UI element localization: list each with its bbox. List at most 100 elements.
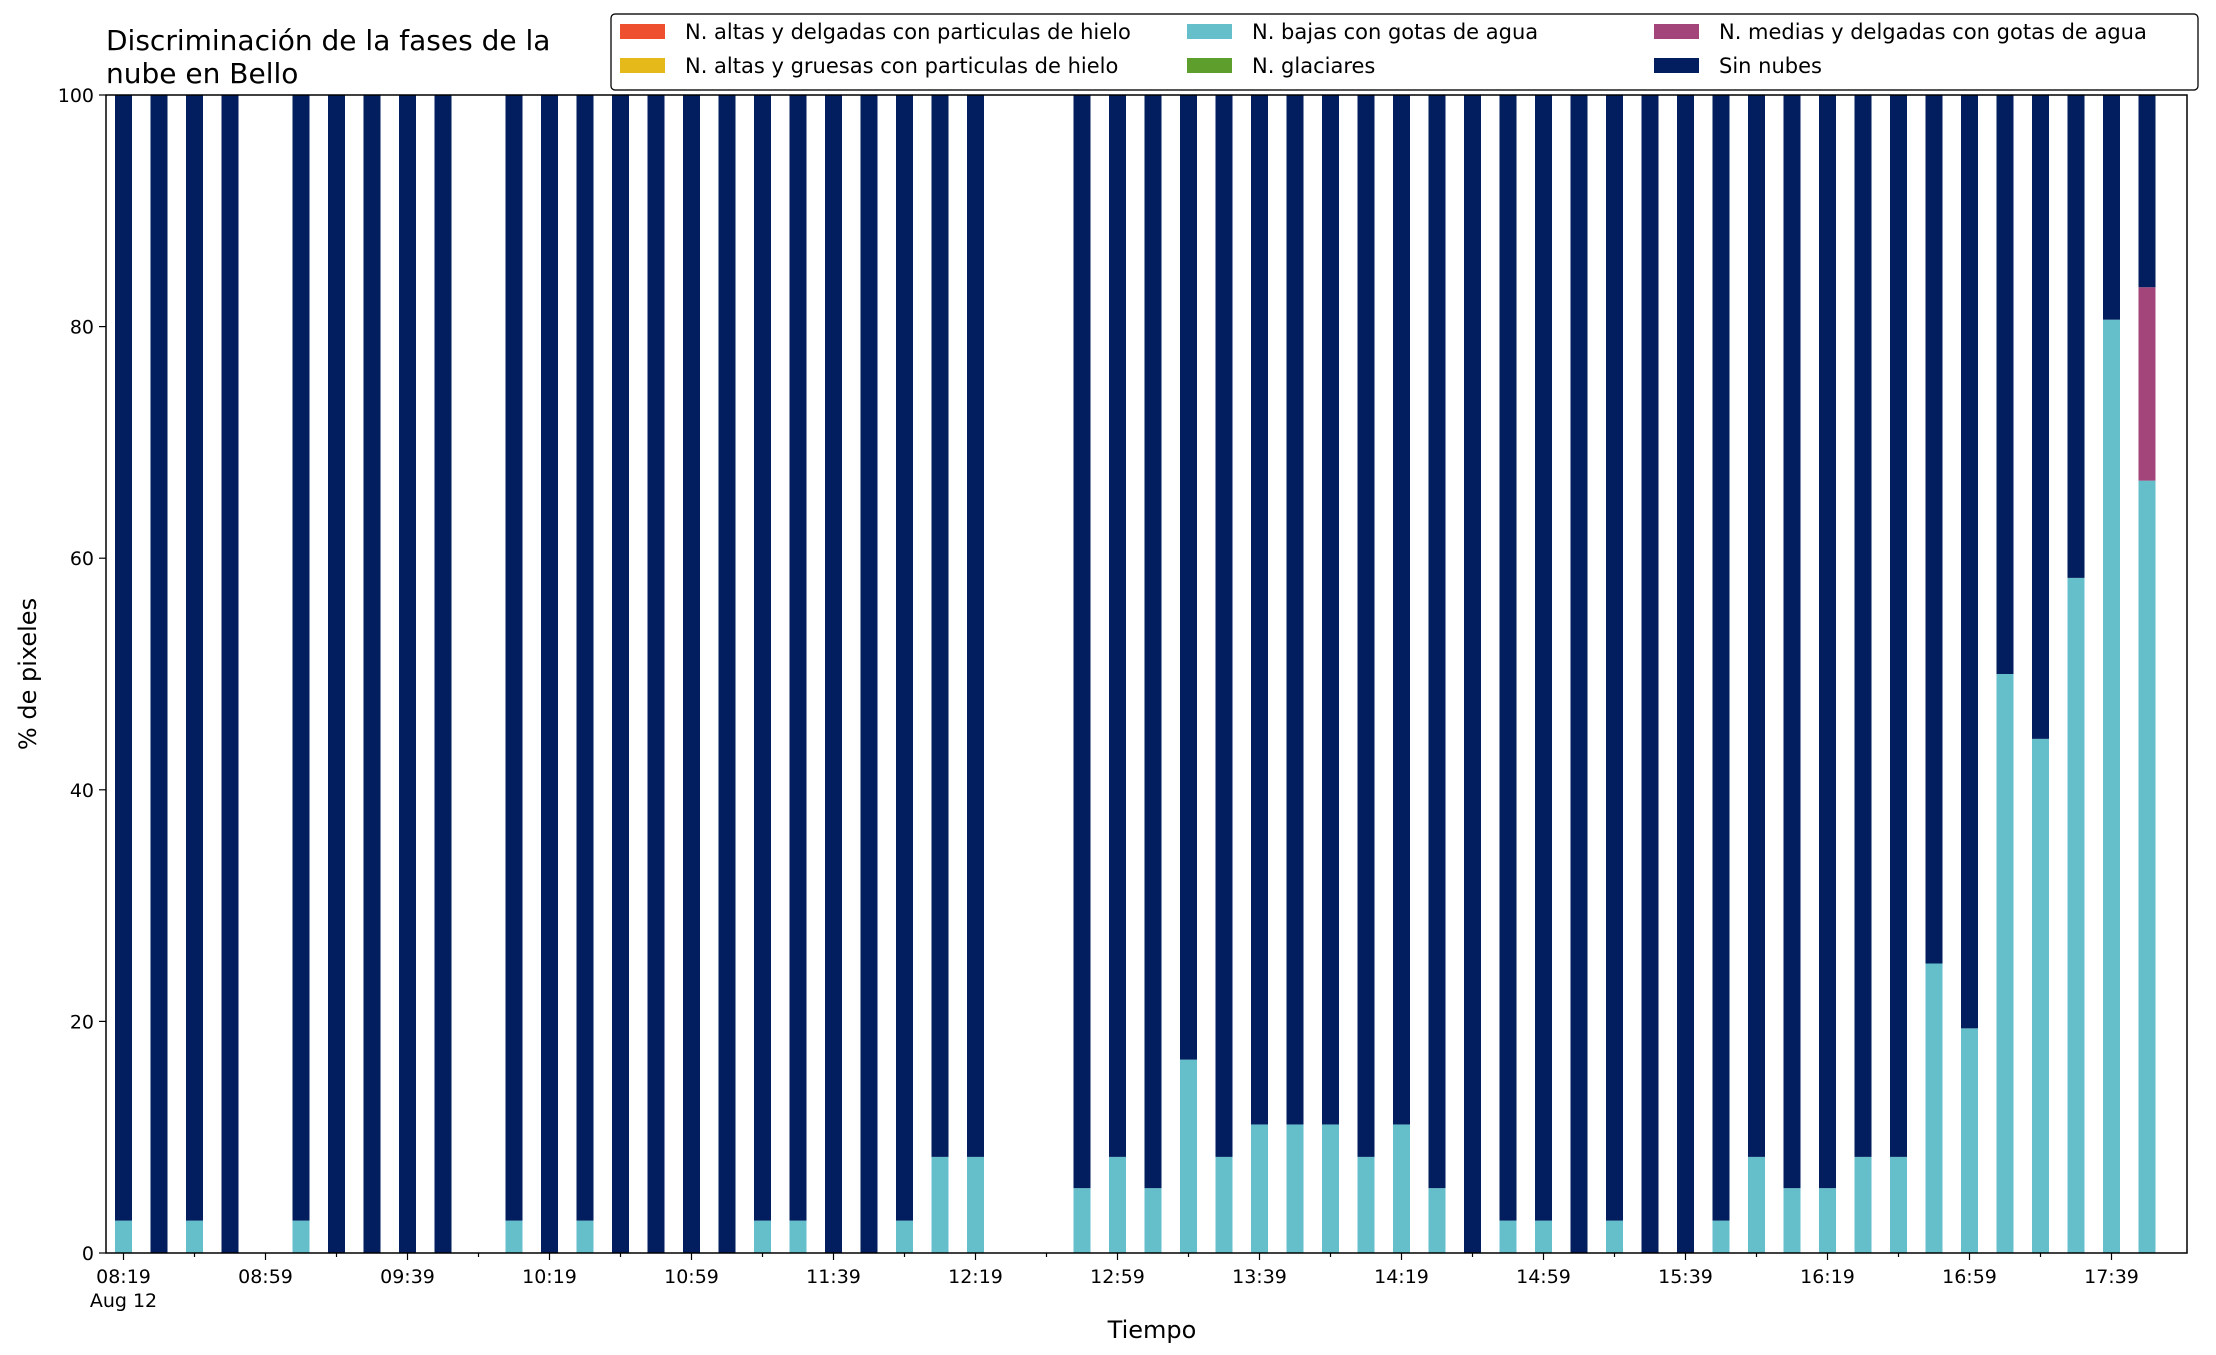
bar-segment — [576, 1220, 594, 1253]
bar-segment — [1819, 95, 1836, 1189]
bar-segment — [2103, 95, 2120, 320]
legend-swatch — [1654, 24, 1699, 39]
bar-segment — [1961, 95, 1978, 1029]
x-tick-label: 11:39 — [806, 1266, 861, 1288]
bar-segment — [1499, 95, 1517, 1221]
bar-segment — [505, 95, 523, 1221]
bar-segment — [1925, 95, 1943, 964]
legend-frame-inner — [610, 13, 2199, 91]
bar-segment — [2138, 95, 2156, 288]
bar-segment — [1357, 1156, 1375, 1253]
bar-segment — [1606, 1220, 1623, 1253]
plot-frame — [105, 94, 2188, 1254]
legend-label: N. altas y gruesas con particulas de hie… — [685, 54, 1118, 78]
x-tick-label: 17:39 — [2084, 1266, 2139, 1288]
bar-segment — [1677, 95, 1694, 1253]
bar-segment — [896, 1220, 913, 1253]
bar-segment — [2032, 738, 2049, 1253]
bar-segment — [789, 1220, 807, 1253]
y-tick-label: 20 — [70, 1011, 94, 1033]
x-tick-label: 14:59 — [1516, 1266, 1571, 1288]
bar-segment — [2138, 480, 2156, 1253]
bar-segment — [1748, 95, 1765, 1157]
bar-segment — [1322, 95, 1339, 1125]
bar-segment — [931, 95, 949, 1157]
x-tick-label: 14:19 — [1374, 1266, 1429, 1288]
bar-segment — [1357, 95, 1375, 1157]
bar-segment — [541, 95, 558, 1253]
bar-segment — [1428, 1188, 1446, 1253]
bar-segment — [1890, 95, 1907, 1157]
bar-segment — [1925, 963, 1943, 1253]
bar-segment — [1251, 1124, 1268, 1253]
bar-segment — [1073, 95, 1091, 1189]
bar-segment — [1996, 95, 2014, 674]
x-tick-label: 15:39 — [1658, 1266, 1713, 1288]
bar-segment — [1961, 1028, 1978, 1253]
bar-segment — [1464, 95, 1481, 1253]
bar-segment — [1393, 95, 1410, 1125]
x-tick-label: 12:19 — [948, 1266, 1003, 1288]
bar-segment — [1535, 95, 1552, 1221]
legend-label: N. glaciares — [1252, 54, 1375, 78]
legend-swatch — [1187, 24, 1232, 39]
bar-segment — [1109, 1156, 1126, 1253]
bar-segment — [967, 1156, 984, 1253]
bar-segment — [363, 95, 381, 1253]
y-tick-label: 80 — [70, 317, 94, 339]
bar-segment — [150, 95, 168, 1253]
bar-segment — [1073, 1188, 1091, 1253]
bar-segment — [292, 1220, 310, 1253]
bar-segment — [221, 95, 239, 1253]
y-tick-label: 100 — [58, 85, 94, 107]
legend-swatch — [1187, 58, 1232, 73]
bar-segment — [1819, 1188, 1836, 1253]
bars-layer — [115, 95, 2156, 1253]
bar-segment — [2067, 577, 2085, 1253]
legend-swatch — [620, 58, 665, 73]
chart-title-line-2: nube en Bello — [106, 57, 298, 90]
bar-segment — [1499, 1220, 1517, 1253]
bar-segment — [1286, 95, 1304, 1125]
y-tick-label: 60 — [70, 548, 94, 570]
bar-segment — [1712, 95, 1730, 1221]
x-tick-sublabel: Aug 12 — [90, 1290, 157, 1312]
legend-label: Sin nubes — [1719, 54, 1822, 78]
bar-segment — [1180, 95, 1197, 1060]
bar-segment — [1890, 1156, 1907, 1253]
bar-segment — [1641, 95, 1659, 1253]
bar-segment — [1535, 1220, 1552, 1253]
bar-segment — [2103, 319, 2120, 1253]
bar-segment — [115, 95, 132, 1221]
bar-segment — [931, 1156, 949, 1253]
bar-segment — [1109, 95, 1126, 1157]
x-tick-label: 09:39 — [380, 1266, 435, 1288]
x-tick-label: 08:19 — [96, 1266, 151, 1288]
bar-segment — [434, 95, 452, 1253]
bar-segment — [1854, 95, 1872, 1157]
bar-segment — [683, 95, 700, 1253]
y-axis-label: % de pixeles — [14, 598, 42, 750]
legend-swatch — [1654, 58, 1699, 73]
bar-segment — [754, 1220, 771, 1253]
bar-segment — [1251, 95, 1268, 1125]
y-tick-label: 40 — [70, 780, 94, 802]
bar-segment — [1428, 95, 1446, 1189]
bar-segment — [967, 95, 984, 1157]
y-tick-label: 0 — [82, 1243, 94, 1265]
bar-segment — [186, 1220, 203, 1253]
bar-segment — [825, 95, 842, 1253]
bar-segment — [328, 95, 345, 1253]
x-tick-label: 16:19 — [1800, 1266, 1855, 1288]
x-tick-label: 13:39 — [1232, 1266, 1287, 1288]
bar-segment — [1215, 95, 1233, 1157]
chart-title-line-1: Discriminación de la fases de la — [106, 24, 550, 57]
bar-segment — [576, 95, 594, 1221]
legend-label: N. altas y delgadas con particulas de hi… — [685, 20, 1131, 44]
legend-label: N. medias y delgadas con gotas de agua — [1719, 20, 2147, 44]
bar-segment — [1570, 95, 1588, 1253]
bar-segment — [1854, 1156, 1872, 1253]
bar-segment — [1783, 1188, 1801, 1253]
bar-segment — [647, 95, 665, 1253]
